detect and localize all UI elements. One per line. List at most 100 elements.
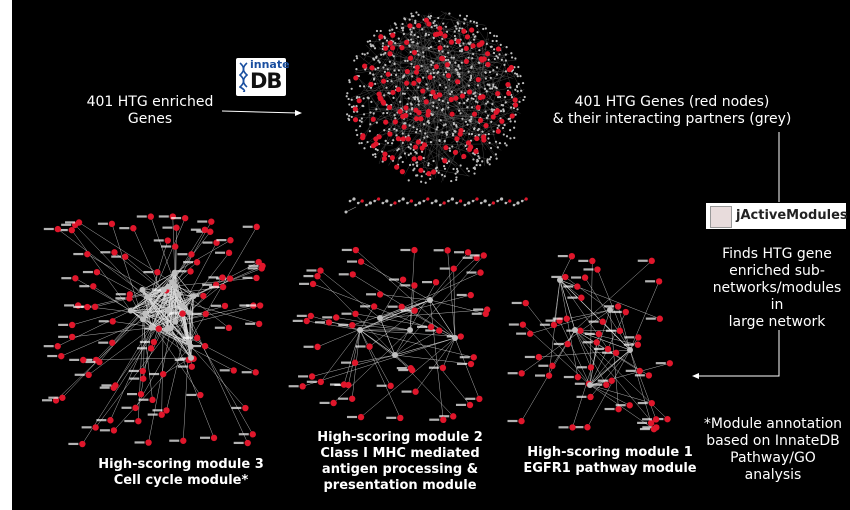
htg-node [411,282,418,289]
htg-node [499,118,505,124]
partner-node [360,141,363,145]
partner-node [409,50,412,54]
partner-node [429,17,432,20]
htg-node [467,360,475,368]
htg-node [370,143,377,149]
partner-node [415,161,418,164]
htg-node [249,431,256,438]
partner-node [465,14,469,18]
htg-node [400,113,406,119]
partner-node [441,37,444,40]
module-annotation-note: *Module annotation based on InnateDB Pat… [700,416,846,484]
htg-node [439,55,445,62]
partner-node [394,23,397,26]
htg-node [357,413,365,421]
partner-node [375,55,378,58]
htg-node [467,291,474,299]
htg-node [356,98,362,104]
htg-node [437,92,443,98]
partner-node [350,98,353,101]
htg-node [478,56,484,62]
partner-node [475,163,478,167]
partner-node [453,30,456,33]
htg-node [180,437,187,444]
partner-node [186,309,193,316]
partner-node [432,68,435,71]
htg-node [655,278,663,285]
partner-node [487,132,490,136]
partner-node [376,149,379,152]
htg-node [225,249,233,257]
htg-node [109,339,116,346]
partner-node [404,59,407,62]
partner-node [414,96,417,99]
component-node [401,197,405,201]
partner-node [520,199,524,203]
htg-node [368,81,374,87]
htg-node [634,341,642,348]
partner-node [488,203,491,207]
partner-node [486,83,489,86]
partner-node [515,73,519,76]
partner-node [373,77,376,80]
htg-node [386,104,393,110]
partner-node [360,117,363,120]
partner-node [406,201,409,205]
htg-node [433,64,440,70]
htg-node [412,144,419,150]
partner-node [416,42,419,45]
htg-node [465,140,472,146]
partner-node [422,199,426,203]
partner-node [408,124,411,127]
jam-description-line: enriched sub- [729,263,825,279]
partner-node [403,152,407,155]
partner-node [493,34,496,37]
htg-node [201,226,209,234]
partner-node [510,52,513,55]
partner-node [471,57,474,60]
partner-node [435,24,438,27]
htg-node [383,119,389,125]
htg-node [477,269,484,276]
htg-node [307,312,315,320]
partner-node [429,45,433,49]
partner-node [499,43,502,46]
input-genes-line: Genes [127,111,173,127]
htg-node [397,414,404,422]
partner-node [520,89,523,92]
partner-node [429,140,433,144]
partner-node [509,106,513,109]
htg-node [172,243,179,250]
partner-node [452,167,455,171]
partner-node [484,110,487,113]
full-interaction-network [345,11,526,184]
partner-node [356,95,359,99]
partner-node [475,160,479,163]
partner-node [389,203,393,207]
partner-node [394,73,398,77]
partner-node [414,203,417,207]
partner-node [433,75,436,79]
partner-node [427,15,430,18]
htg-node [107,417,114,424]
partner-node [381,42,385,45]
htg-node [58,352,65,360]
partner-node [439,119,442,122]
htg-node [455,38,461,44]
input-genes-line: 401 HTG enriched [86,94,214,110]
htg-node [415,139,421,145]
htg-node [635,334,642,341]
partner-node [348,199,352,203]
htg-node [395,136,401,142]
partner-node [448,147,451,150]
partner-node [505,46,508,49]
partner-node [492,85,495,88]
partner-node [372,73,375,76]
partner-node [463,101,466,105]
component-node [352,197,356,201]
partner-node [467,84,471,87]
partner-node [495,55,498,58]
htg-node [437,45,443,51]
partner-node [358,96,361,99]
htg-node [390,89,396,96]
